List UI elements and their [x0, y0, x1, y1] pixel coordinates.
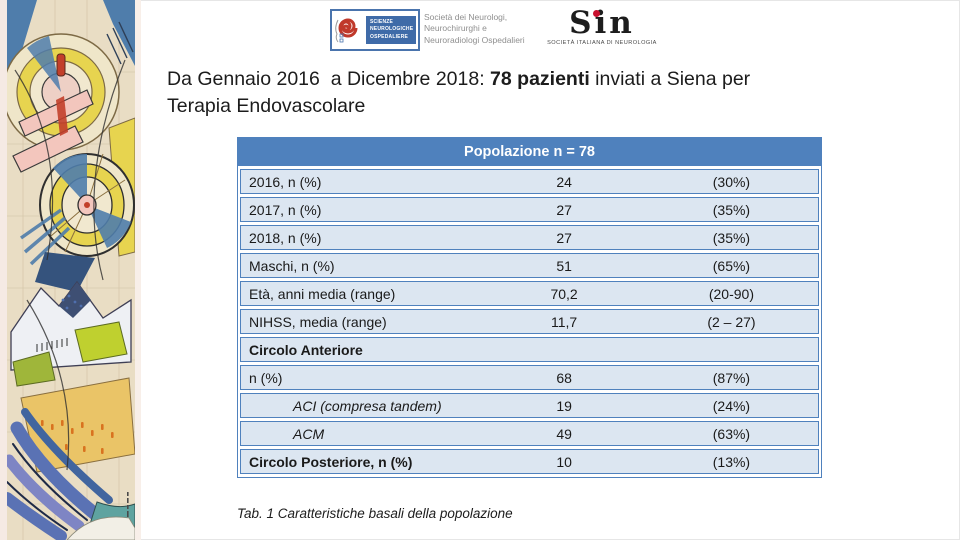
- row-pct: (35%): [712, 229, 751, 246]
- table-row: n (%) 68 (87%): [240, 365, 819, 390]
- sno-wordbox-line: NEUROLOGICHE: [370, 26, 414, 33]
- row-label: ACI (compresa tandem): [293, 397, 442, 414]
- table-row: Età, anni media (range) 70,2 (20-90): [240, 281, 819, 306]
- row-label: Età, anni media (range): [249, 285, 396, 302]
- sno-wordbox-line: SCIENZE: [370, 19, 394, 26]
- row-val: 68: [556, 369, 572, 386]
- title-text: Da Gennaio 2016 a Dicembre 2018:: [167, 68, 491, 90]
- row-val: 70,2: [550, 285, 578, 302]
- row-label: Circolo Posteriore, n (%): [249, 453, 413, 470]
- artwork-right-margin: [135, 0, 141, 540]
- row-val: 19: [556, 397, 572, 414]
- row-val: 11,7: [550, 313, 578, 330]
- row-pct: (24%): [712, 397, 751, 414]
- row-label: NIHSS, media (range): [249, 313, 387, 330]
- row-pct: (2 – 27): [707, 313, 756, 330]
- table-row: NIHSS, media (range) 11,7 (2 – 27): [240, 309, 819, 334]
- sno-spiral-icon: [335, 18, 358, 43]
- sin-subtitle: SOCIETÀ ITALIANA DI NEUROLOGIA: [547, 40, 657, 46]
- sno-society-text: Società dei Neurologi, Neurochirurghi e …: [424, 12, 525, 46]
- table-row: 2016, n (%) 24 (30%): [240, 169, 819, 194]
- futurist-painting: [7, 0, 135, 540]
- title-text-line2: Terapia Endovascolare: [167, 95, 366, 118]
- row-pct: (65%): [712, 257, 751, 274]
- table-header: Popolazione n = 78: [238, 138, 821, 166]
- table-body: 2016, n (%) 24 (30%) 2017, n (%) 27 (35%) 2018…: [238, 169, 821, 477]
- row-pct: (63%): [712, 425, 751, 442]
- row-label: ACM: [293, 425, 325, 442]
- row-label: 2018, n (%): [249, 229, 322, 246]
- row-val: 27: [556, 229, 572, 246]
- row-val: 49: [556, 425, 572, 442]
- title-bold-text: 78 pazienti: [490, 68, 590, 90]
- table-row: ACM 49 (63%): [240, 421, 819, 446]
- table-row: 2017, n (%) 27 (35%): [240, 197, 819, 222]
- row-label: Circolo Anteriore: [249, 341, 363, 358]
- title-text: inviati a Siena per: [589, 68, 751, 90]
- table-row: Circolo Posteriore, n (%) 10 (13%): [240, 449, 819, 474]
- sno-wordbox: SCIENZE NEUROLOGICHE OSPEDALIERE: [366, 16, 416, 44]
- population-table: Popolazione n = 78 2016, n (%) 24 (30%) 201…: [237, 137, 822, 478]
- sno-wordbox-line: OSPEDALIERE: [370, 33, 409, 40]
- table-caption: Tab. 1 Caratteristiche basali della popo…: [237, 506, 513, 521]
- futurist-painting-artwork: [0, 0, 141, 540]
- row-label: 2017, n (%): [249, 201, 322, 218]
- signature-marks: [127, 492, 129, 517]
- slide-title: Da Gennaio 2016 a Dicembre 2018: 78 pazi…: [167, 66, 847, 121]
- table-row: Circolo Anteriore: [240, 337, 819, 362]
- row-pct: (30%): [712, 173, 751, 190]
- sno-logo: SCIENZE NEUROLOGICHE OSPEDALIERE: [330, 9, 420, 51]
- society-line: Società dei Neurologi,: [424, 12, 508, 22]
- row-label: n (%): [249, 369, 283, 386]
- row-pct: (87%): [712, 369, 751, 386]
- row-val: 27: [556, 201, 572, 218]
- society-line: Neurochirurghi e: [424, 23, 487, 34]
- table-row: 2018, n (%) 27 (35%): [240, 225, 819, 250]
- row-val: 10: [556, 453, 572, 470]
- row-pct: (20-90): [708, 285, 754, 302]
- table-row: Maschi, n (%) 51 (65%): [240, 253, 819, 278]
- row-val: 51: [556, 257, 572, 274]
- row-val: 24: [556, 173, 572, 190]
- row-label: Maschi, n (%): [249, 257, 335, 274]
- table-row: ACI (compresa tandem) 19 (24%): [240, 393, 819, 418]
- sin-red-dot-icon: [593, 10, 601, 17]
- row-pct: (35%): [712, 201, 751, 218]
- sin-logo: Sin SOCIETÀ ITALIANA DI NEUROLOGIA: [542, 8, 662, 47]
- sin-wordmark-text: Sin: [569, 5, 635, 41]
- society-line: Neuroradiologi Ospedalieri: [424, 34, 525, 45]
- artwork-left-margin: [0, 0, 7, 540]
- sin-wordmark: Sin: [569, 8, 635, 39]
- row-label: 2016, n (%): [249, 173, 322, 190]
- row-pct: (13%): [712, 453, 751, 470]
